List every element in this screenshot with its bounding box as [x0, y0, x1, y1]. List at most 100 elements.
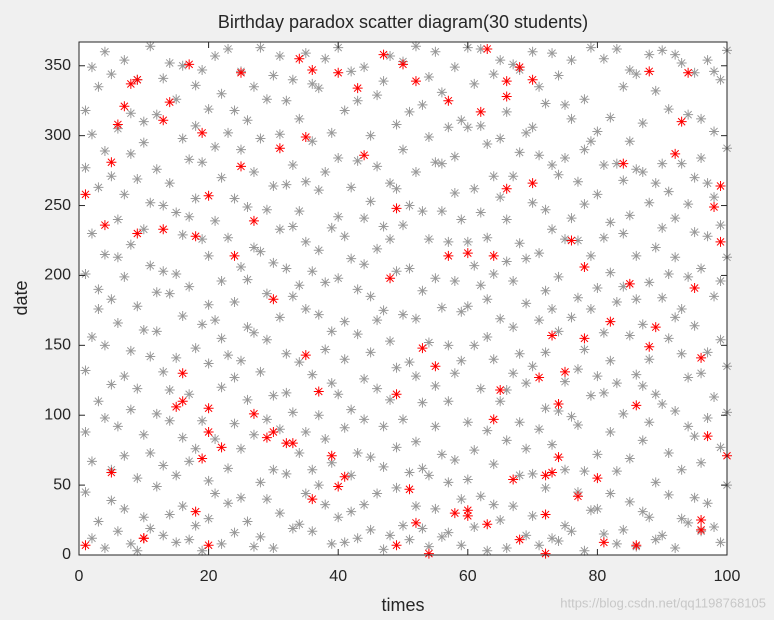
marker	[404, 200, 415, 211]
marker	[190, 520, 201, 531]
marker	[702, 498, 713, 509]
marker	[657, 45, 668, 56]
marker	[268, 426, 279, 437]
marker	[462, 248, 473, 259]
marker	[579, 94, 590, 105]
marker	[521, 127, 532, 138]
marker	[261, 288, 272, 299]
marker	[236, 67, 246, 78]
marker	[624, 330, 635, 341]
marker	[670, 213, 681, 224]
marker	[274, 143, 285, 154]
marker	[410, 436, 421, 447]
marker	[579, 545, 590, 556]
marker	[346, 506, 357, 517]
marker	[261, 414, 272, 425]
marker	[553, 326, 564, 337]
marker	[352, 155, 363, 166]
marker	[164, 178, 175, 189]
marker	[119, 450, 130, 461]
marker	[430, 503, 441, 514]
marker	[339, 105, 350, 116]
marker	[702, 347, 713, 358]
marker	[372, 161, 383, 172]
marker	[495, 396, 506, 407]
marker	[521, 443, 532, 454]
marker	[132, 173, 143, 184]
marker	[398, 220, 408, 231]
marker	[236, 144, 246, 155]
marker	[99, 220, 110, 231]
marker	[352, 83, 363, 94]
marker	[592, 189, 603, 200]
marker	[598, 387, 609, 398]
marker	[210, 215, 221, 226]
marker	[333, 153, 344, 164]
marker	[631, 400, 642, 411]
marker	[80, 105, 91, 116]
marker	[119, 503, 130, 514]
marker	[482, 232, 493, 243]
marker	[469, 445, 480, 456]
marker	[495, 192, 506, 203]
marker	[398, 144, 408, 155]
marker	[430, 273, 441, 284]
marker	[553, 536, 564, 547]
marker	[158, 530, 169, 541]
chart-title: Birthday paradox scatter diagram(30 stud…	[218, 12, 588, 32]
marker	[404, 484, 415, 495]
marker	[391, 119, 402, 130]
marker	[281, 348, 292, 359]
marker	[359, 213, 370, 224]
marker	[339, 231, 350, 242]
marker	[274, 129, 285, 140]
marker	[488, 499, 499, 510]
marker	[670, 148, 681, 159]
marker	[404, 467, 415, 478]
marker	[326, 378, 337, 389]
marker	[268, 294, 279, 305]
marker	[216, 172, 227, 183]
marker	[151, 408, 162, 419]
marker	[106, 171, 117, 182]
marker	[197, 453, 208, 464]
marker	[106, 294, 117, 305]
marker	[99, 413, 110, 424]
marker	[521, 298, 532, 309]
marker	[242, 115, 253, 126]
marker	[488, 171, 499, 182]
marker	[605, 267, 616, 278]
y-tick-label: 0	[62, 546, 71, 563]
marker	[560, 520, 570, 531]
marker	[670, 312, 681, 323]
marker	[378, 76, 389, 87]
marker	[229, 527, 240, 538]
marker	[689, 283, 700, 294]
marker	[501, 214, 512, 225]
marker	[696, 515, 707, 526]
marker	[605, 316, 616, 327]
marker	[151, 326, 162, 337]
marker	[579, 262, 590, 273]
marker	[313, 245, 324, 256]
marker	[223, 127, 234, 138]
marker	[683, 199, 694, 210]
marker	[125, 404, 136, 415]
marker	[449, 62, 460, 73]
marker	[236, 161, 246, 172]
marker	[300, 303, 311, 314]
marker	[359, 373, 370, 384]
marker	[657, 222, 668, 233]
marker	[125, 78, 136, 89]
marker	[598, 537, 609, 548]
marker	[689, 492, 700, 503]
marker	[261, 334, 272, 345]
marker	[112, 119, 123, 130]
marker	[112, 214, 123, 225]
marker	[508, 276, 519, 287]
marker	[300, 488, 311, 499]
marker	[508, 501, 519, 512]
marker	[86, 228, 97, 239]
marker	[164, 509, 175, 520]
marker	[138, 116, 149, 127]
